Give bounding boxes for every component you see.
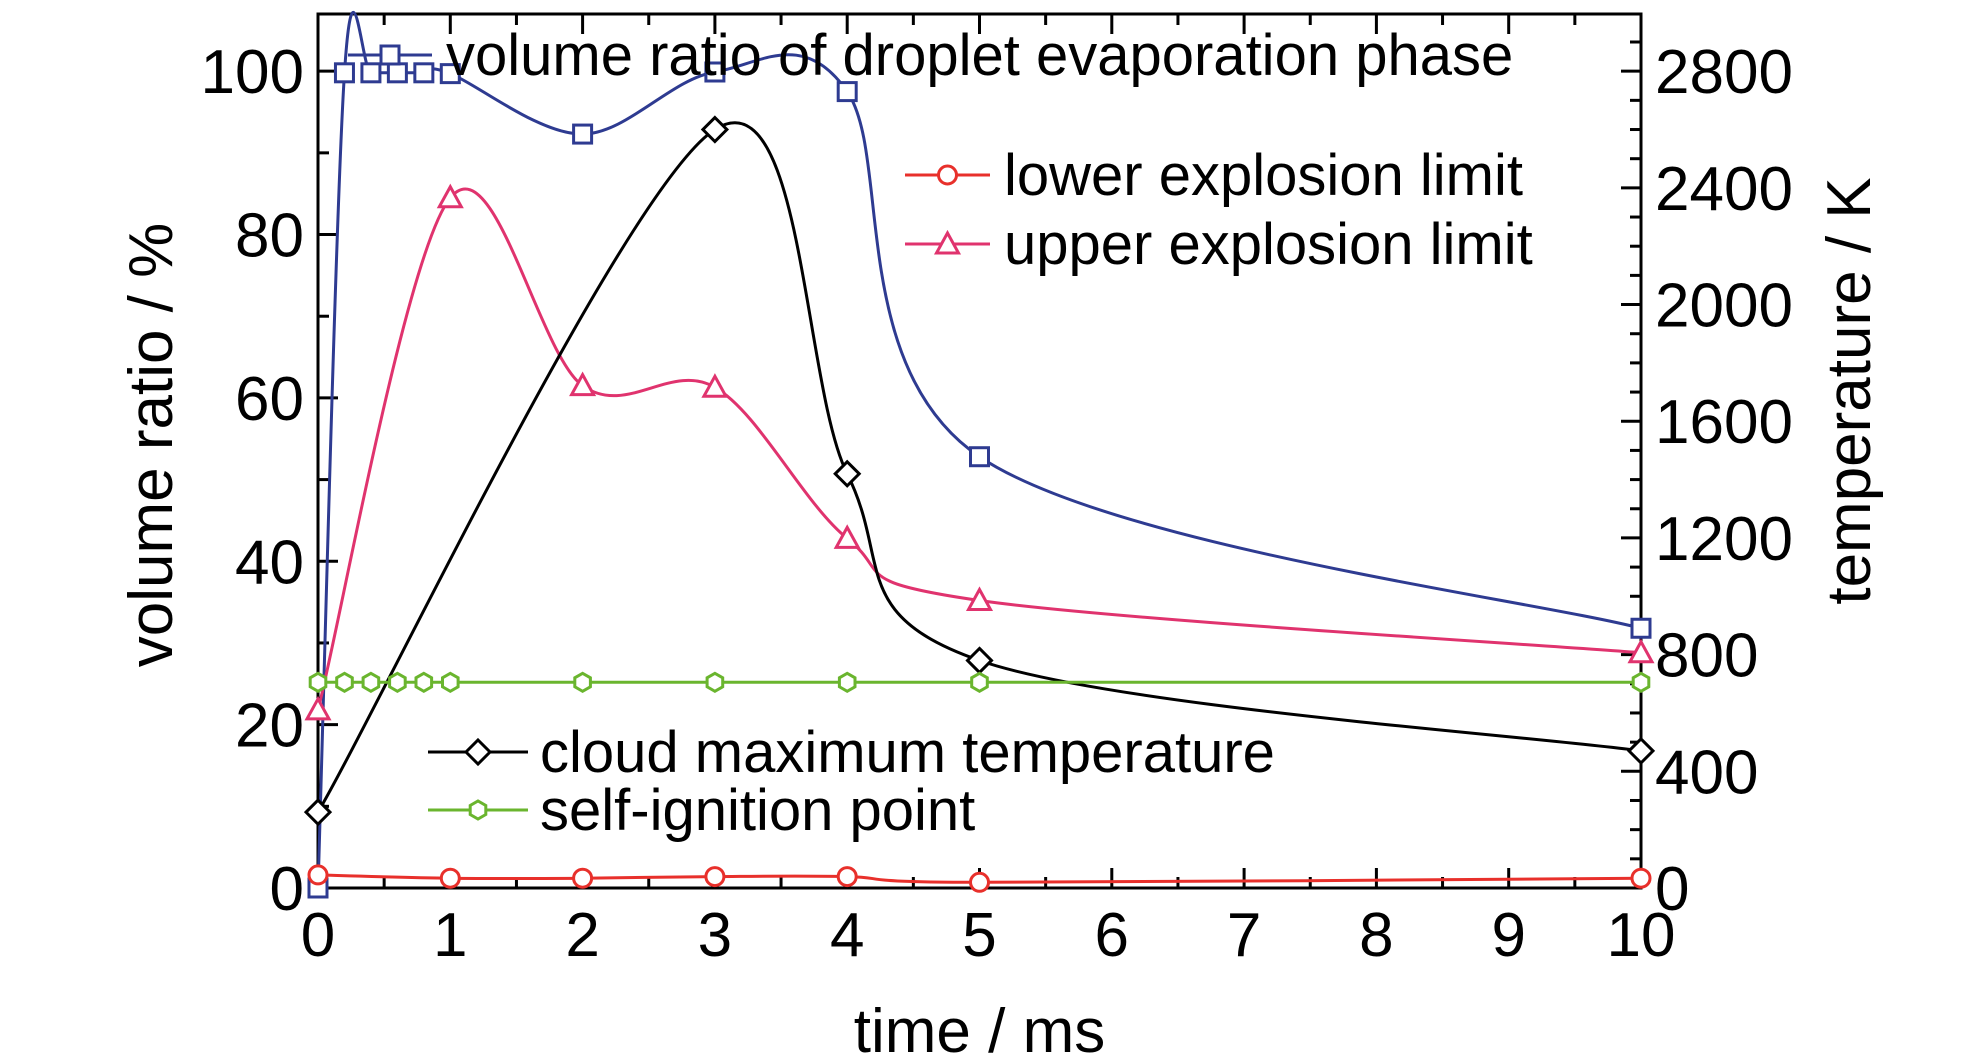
- legend-item: upper explosion limit: [905, 212, 1533, 277]
- y-axis-left-title: volume ratio / %: [117, 223, 186, 668]
- y-right-tick-label: 2800: [1655, 38, 1793, 107]
- data-point-square: [572, 123, 594, 145]
- legend-label: lower explosion limit: [1004, 143, 1523, 208]
- legend-item: lower explosion limit: [905, 143, 1523, 208]
- data-point-hexagon: [335, 671, 354, 694]
- data-point-square: [333, 62, 355, 84]
- legend-marker-triangle: [933, 229, 962, 255]
- x-tick-label: 1: [433, 901, 467, 970]
- data-point-circle: [307, 864, 329, 886]
- data-point-square: [439, 63, 461, 85]
- data-point-square: [386, 62, 408, 84]
- data-point-triangle: [833, 524, 861, 549]
- data-point-hexagon: [705, 671, 725, 694]
- data-point-hexagon: [308, 671, 328, 694]
- data-point-square: [836, 81, 858, 103]
- data-point-triangle: [701, 373, 729, 398]
- y-right-tick-label: 400: [1655, 738, 1758, 807]
- data-point-circle: [969, 871, 990, 893]
- series-layer: [303, 11, 1656, 899]
- data-point-triangle: [304, 695, 332, 721]
- y-left-tick-label: 60: [235, 365, 304, 434]
- legend-label: upper explosion limit: [1004, 212, 1533, 277]
- x-tick-label: 4: [830, 901, 864, 970]
- series-0: [307, 11, 1652, 899]
- data-point-hexagon: [837, 671, 857, 694]
- data-point-triangle: [569, 371, 597, 397]
- y-right-tick-label: 0: [1655, 855, 1689, 924]
- data-point-square: [413, 62, 435, 84]
- series-2: [304, 183, 1655, 721]
- data-point-hexagon: [361, 671, 381, 694]
- legend-label: cloud maximum temperature: [540, 720, 1275, 785]
- x-tick-label: 3: [698, 901, 732, 970]
- series-line: [317, 873, 1642, 884]
- y-axis-right-title: temperature / K: [1815, 177, 1884, 604]
- y-right-tick-label: 1200: [1655, 505, 1793, 574]
- y-right-tick-label: 1600: [1655, 388, 1793, 457]
- y-left-tick-label: 100: [201, 38, 304, 107]
- data-point-hexagon: [1631, 671, 1651, 694]
- data-point-diamond: [833, 459, 862, 488]
- legend-label: volume ratio of droplet evaporation phas…: [446, 23, 1513, 88]
- data-point-triangle: [965, 586, 994, 611]
- y-left-tick-label: 40: [235, 528, 304, 597]
- data-point-square: [704, 61, 726, 83]
- x-tick-label: 2: [565, 901, 599, 970]
- legend-marker-hexagon: [468, 799, 488, 821]
- y-left-tick-label: 80: [235, 202, 304, 271]
- series-line: [316, 121, 1642, 813]
- data-point-circle: [704, 866, 726, 888]
- data-point-hexagon: [573, 671, 592, 694]
- data-point-diamond: [700, 115, 730, 144]
- x-tick-label: 7: [1227, 901, 1261, 970]
- data-point-square: [1630, 617, 1652, 639]
- y-right-tick-label: 2400: [1655, 155, 1793, 224]
- series-3: [303, 115, 1656, 827]
- x-tick-label: 9: [1491, 901, 1525, 970]
- legend-marker-square: [379, 44, 401, 66]
- legend-item: self-ignition point: [428, 778, 975, 843]
- x-tick-label: 0: [301, 901, 335, 970]
- data-point-circle: [572, 867, 594, 889]
- data-point-hexagon: [414, 671, 434, 694]
- x-axis-title: time / ms: [854, 997, 1105, 1063]
- data-point-diamond: [303, 798, 333, 827]
- legend-marker-diamond: [463, 737, 493, 767]
- x-tick-label: 10: [1607, 901, 1676, 970]
- data-point-diamond: [1626, 736, 1656, 766]
- y-right-tick-label: 2000: [1655, 272, 1793, 341]
- x-tick-label: 8: [1359, 901, 1393, 970]
- data-point-circle: [1630, 867, 1652, 889]
- data-point-triangle: [1627, 638, 1655, 664]
- data-point-diamond: [965, 646, 994, 675]
- y-left-tick-label: 20: [235, 692, 304, 761]
- series-1: [307, 864, 1652, 893]
- y-left-tick-label: 0: [270, 855, 304, 924]
- legend-item: cloud maximum temperature: [428, 720, 1275, 785]
- data-point-circle: [836, 866, 858, 888]
- legend-label: self-ignition point: [540, 778, 975, 843]
- y-right-tick-label: 800: [1655, 622, 1758, 691]
- x-tick-label: 6: [1095, 901, 1129, 970]
- legend: volume ratio of droplet evaporation phas…: [348, 23, 1533, 843]
- axes: 0 1 2 3 4 5 6 7 8 9 100204060801000400800120016002…: [201, 12, 1793, 970]
- data-point-square: [360, 62, 382, 84]
- data-point-circle: [439, 867, 461, 889]
- data-point-square: [969, 446, 990, 468]
- x-tick-label: 5: [962, 901, 996, 970]
- data-point-hexagon: [441, 671, 460, 694]
- data-point-hexagon: [388, 671, 407, 694]
- data-point-hexagon: [970, 671, 989, 694]
- series-4: [308, 671, 1651, 694]
- data-point-triangle: [436, 183, 464, 209]
- legend-item: volume ratio of droplet evaporation phas…: [348, 23, 1513, 88]
- legend-marker-circle: [937, 164, 958, 186]
